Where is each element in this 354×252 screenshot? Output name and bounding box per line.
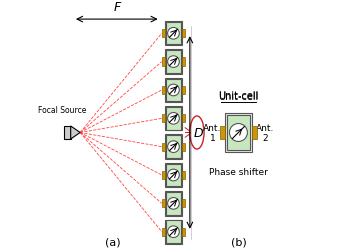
FancyBboxPatch shape	[165, 220, 182, 244]
FancyBboxPatch shape	[166, 192, 181, 215]
FancyBboxPatch shape	[64, 127, 71, 139]
Circle shape	[168, 113, 179, 125]
Text: Unit-cell: Unit-cell	[218, 91, 259, 101]
FancyBboxPatch shape	[166, 51, 181, 74]
FancyBboxPatch shape	[227, 115, 250, 151]
FancyBboxPatch shape	[182, 199, 185, 208]
FancyBboxPatch shape	[165, 78, 182, 103]
FancyBboxPatch shape	[166, 136, 181, 158]
Circle shape	[168, 141, 179, 153]
FancyBboxPatch shape	[220, 127, 225, 139]
Text: (b): (b)	[230, 236, 246, 246]
FancyBboxPatch shape	[162, 86, 165, 95]
Text: Ant.
1: Ant. 1	[203, 123, 222, 143]
FancyBboxPatch shape	[252, 127, 257, 139]
FancyBboxPatch shape	[182, 228, 185, 236]
FancyBboxPatch shape	[166, 220, 181, 243]
Circle shape	[229, 124, 247, 142]
FancyBboxPatch shape	[165, 22, 182, 46]
FancyBboxPatch shape	[165, 50, 182, 75]
FancyBboxPatch shape	[165, 163, 182, 187]
FancyBboxPatch shape	[182, 143, 185, 151]
FancyBboxPatch shape	[182, 115, 185, 123]
FancyBboxPatch shape	[225, 114, 252, 152]
FancyBboxPatch shape	[162, 228, 165, 236]
FancyBboxPatch shape	[166, 108, 181, 130]
Circle shape	[168, 56, 179, 68]
FancyBboxPatch shape	[165, 192, 182, 216]
FancyBboxPatch shape	[162, 58, 165, 67]
FancyBboxPatch shape	[165, 107, 182, 131]
Circle shape	[168, 85, 179, 97]
FancyBboxPatch shape	[166, 79, 181, 102]
FancyBboxPatch shape	[162, 199, 165, 208]
FancyBboxPatch shape	[182, 171, 185, 179]
Text: (a): (a)	[105, 236, 121, 246]
Circle shape	[168, 28, 179, 40]
Circle shape	[168, 170, 179, 181]
FancyBboxPatch shape	[182, 30, 185, 38]
FancyBboxPatch shape	[162, 171, 165, 179]
FancyBboxPatch shape	[162, 143, 165, 151]
FancyBboxPatch shape	[165, 135, 182, 159]
FancyBboxPatch shape	[162, 115, 165, 123]
Circle shape	[168, 226, 179, 238]
Circle shape	[168, 198, 179, 209]
Text: Phase shifter: Phase shifter	[209, 167, 268, 176]
Text: D: D	[194, 127, 204, 139]
FancyBboxPatch shape	[166, 164, 181, 186]
FancyBboxPatch shape	[182, 58, 185, 67]
Text: Focal Source: Focal Source	[38, 106, 87, 115]
Text: Ant.
2: Ant. 2	[256, 123, 275, 143]
FancyBboxPatch shape	[182, 86, 185, 95]
Text: F: F	[113, 1, 120, 14]
Polygon shape	[71, 127, 80, 139]
FancyBboxPatch shape	[162, 30, 165, 38]
FancyBboxPatch shape	[166, 23, 181, 45]
Text: Unit-cell: Unit-cell	[218, 91, 259, 101]
